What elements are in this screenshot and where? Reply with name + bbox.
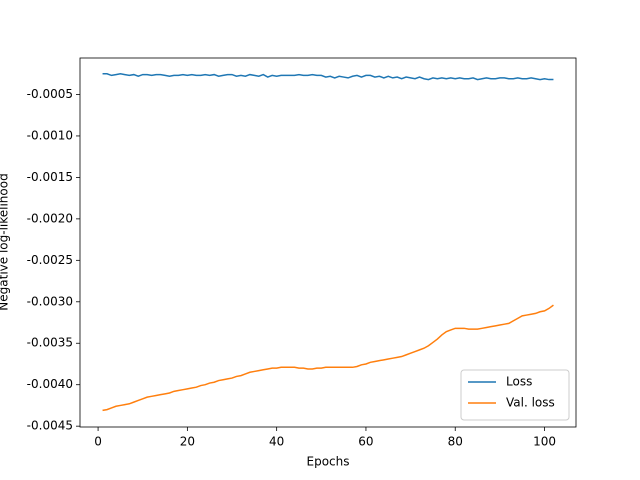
- legend-label: Loss: [506, 375, 532, 389]
- y-axis-label: Negative log-likelihood: [0, 173, 11, 310]
- line-series: [102, 304, 554, 412]
- plot-frame: [79, 57, 577, 428]
- legend-label: Val. loss: [506, 396, 555, 410]
- x-axis-label: Epochs: [307, 455, 350, 469]
- x-tick-label: 40: [269, 435, 284, 449]
- y-tick-label: -0.0045: [27, 419, 73, 433]
- y-tick-label: -0.0030: [27, 294, 73, 308]
- y-tick-label: -0.0020: [27, 211, 73, 225]
- x-tick-label: 60: [358, 435, 373, 449]
- y-tick-label: -0.0040: [27, 377, 73, 391]
- y-tick-label: -0.0015: [27, 170, 73, 184]
- y-tick-label: -0.0025: [27, 253, 73, 267]
- x-tick-label: 100: [533, 435, 556, 449]
- y-tick-label: -0.0010: [27, 128, 73, 142]
- x-tick-label: 80: [448, 435, 463, 449]
- y-tick-label: -0.0005: [27, 87, 73, 101]
- x-tick-label: 0: [94, 435, 102, 449]
- line-series: [102, 72, 554, 81]
- x-tick-label: 20: [180, 435, 195, 449]
- y-tick-label: -0.0035: [27, 336, 73, 350]
